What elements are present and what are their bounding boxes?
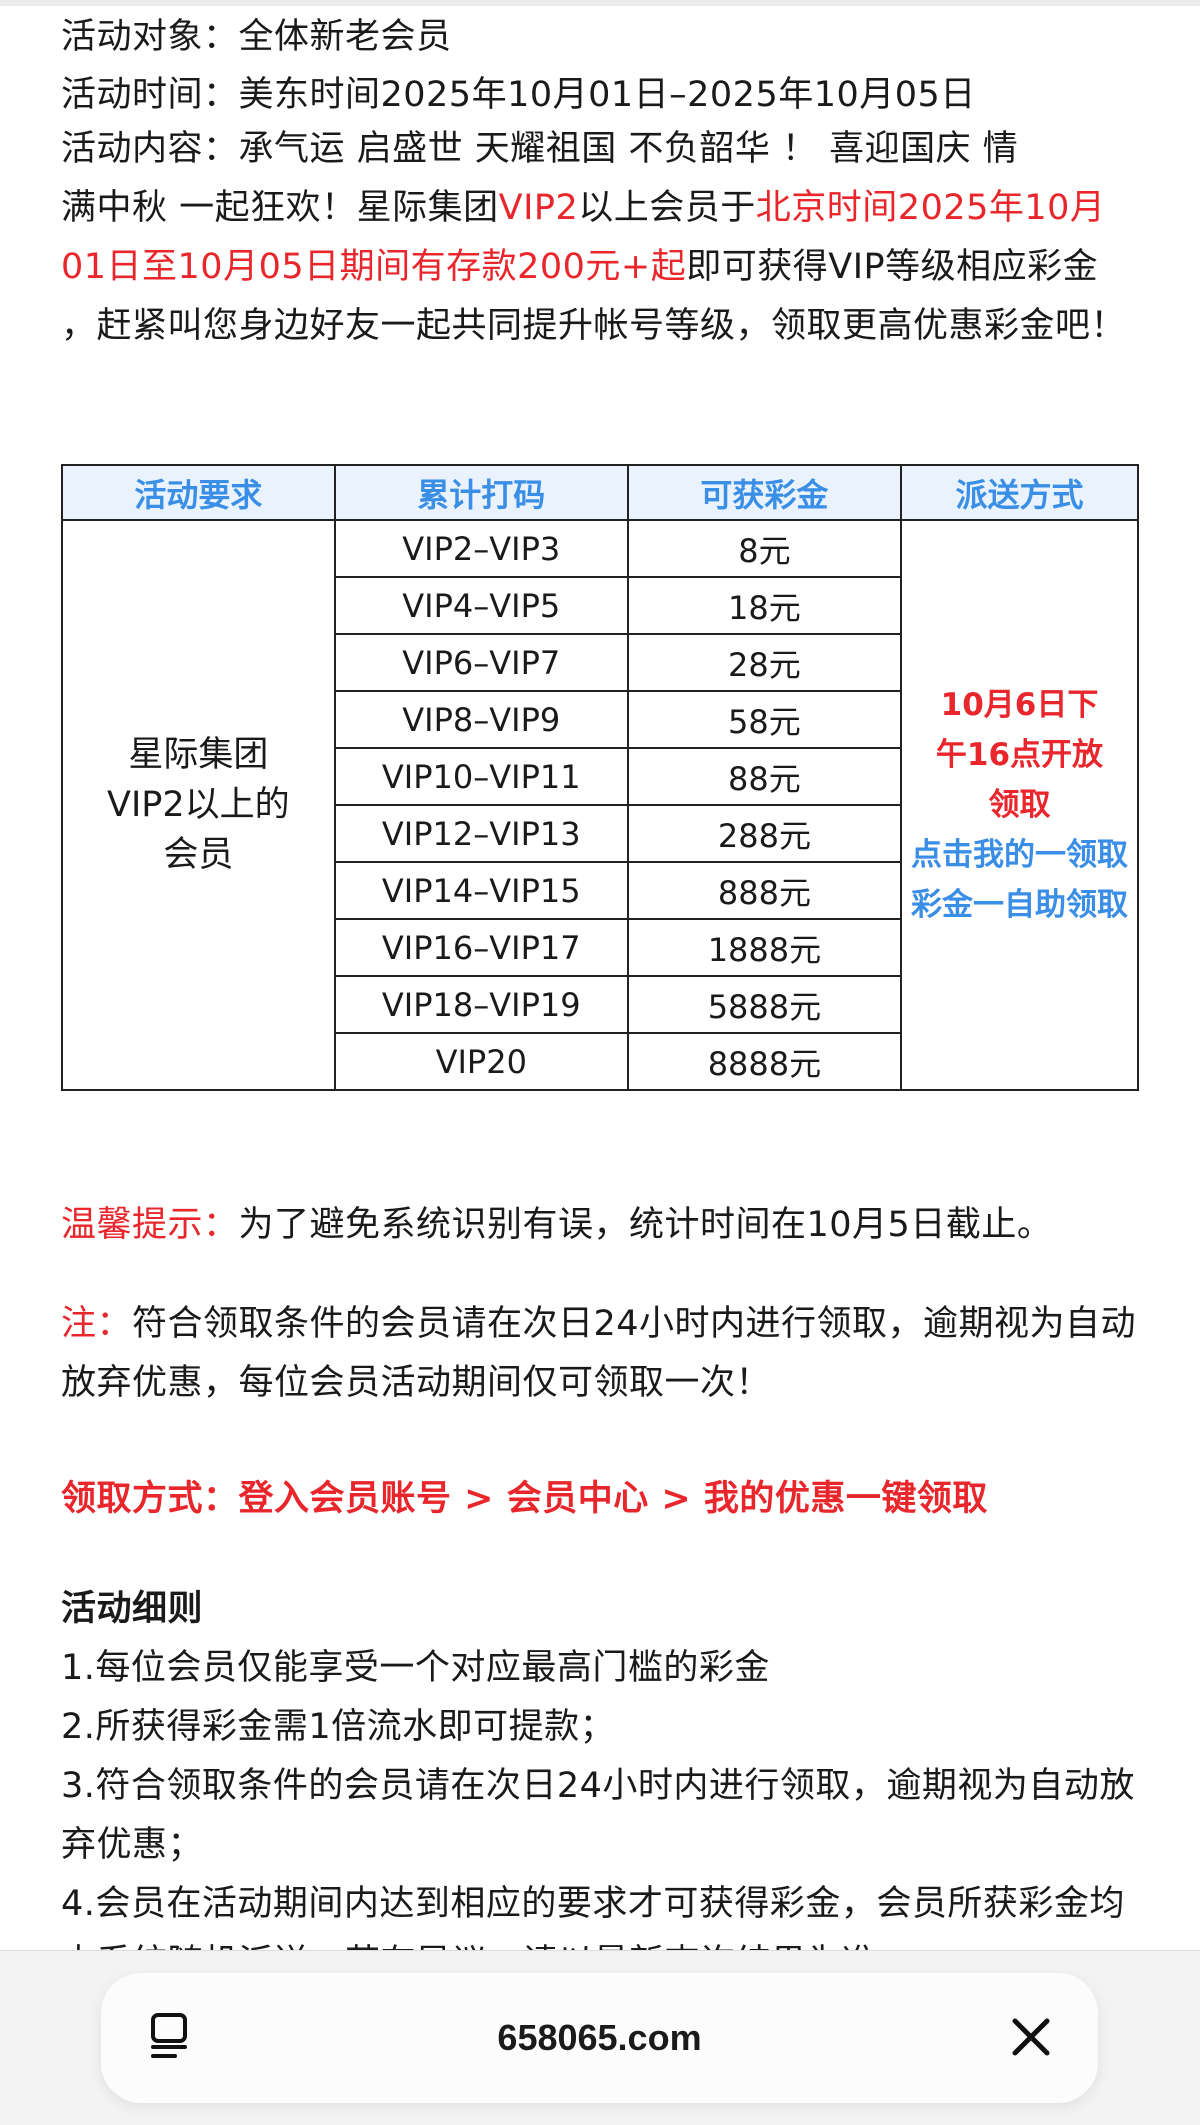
tip: 温馨提示：为了避免系统识别有误，统计时间在10月5日截止。 xyxy=(61,1196,1141,1255)
level-cell: VIP16–VIP17 xyxy=(333,918,629,977)
level-cell: VIP6–VIP7 xyxy=(333,633,629,692)
content-e: 即可获得VIP等级相应彩金 ，赶紧叫您身边好友一起共同提升帐号等级，领取更高优惠… xyxy=(61,247,1127,346)
level-cell: VIP10–VIP11 xyxy=(333,747,629,806)
table-row: VIP20 8888元 xyxy=(62,1032,1138,1091)
close-icon[interactable] xyxy=(1009,2015,1053,2059)
url-text[interactable]: 658065.com xyxy=(497,2017,702,2058)
claim-method: 领取方式：登入会员账号 > 会员中心 > 我的优惠一键领取 xyxy=(61,1479,988,1519)
table-row: VIP6–VIP7 28元 xyxy=(62,633,1138,692)
header-requirement: 活动要求 xyxy=(61,464,336,521)
table-row: VIP12–VIP13 288元 xyxy=(62,804,1138,863)
note-label: 注： xyxy=(61,1304,133,1344)
header-method: 派送方式 xyxy=(899,464,1140,521)
bonus-cell: 1888元 xyxy=(626,918,902,977)
requirement-text: 星际集团VIP2以上的会员 xyxy=(107,735,290,875)
tabs-icon[interactable] xyxy=(149,2011,189,2061)
rule-item: 1.每位会员仅能享受一个对应最高门槛的彩金 xyxy=(61,1648,770,1688)
content-period: 北京时间2025年10月01日至10月05日期间有存款200元+起 xyxy=(61,188,1106,287)
address-pill[interactable]: 658065.com xyxy=(101,1973,1098,2103)
note: 注：符合领取条件的会员请在次日24小时内进行领取，逾期视为自动放弃优惠，每位会员… xyxy=(61,1295,1141,1413)
level-cell: VIP18–VIP19 xyxy=(333,975,629,1034)
level-cell: VIP14–VIP15 xyxy=(333,861,629,920)
header-turnover: 累计打码 xyxy=(333,464,629,521)
tip-label: 温馨提示： xyxy=(61,1205,239,1245)
bonus-cell: 88元 xyxy=(626,747,902,806)
method-time: 10月6日下午16点开放领取 xyxy=(935,687,1104,823)
bonus-cell: 28元 xyxy=(626,633,902,692)
requirement-cell: 星际集团VIP2以上的会员 xyxy=(61,519,336,1091)
top-divider xyxy=(0,0,1200,6)
bonus-cell: 8888元 xyxy=(626,1032,902,1091)
content-a: 满中秋 一起狂欢！星际集团 xyxy=(61,188,499,228)
bonus-cell: 288元 xyxy=(626,804,902,863)
table-row: VIP8–VIP9 58元 xyxy=(62,690,1138,749)
browser-bottom-bar: 658065.com xyxy=(0,1950,1200,2125)
activity-content: 活动内容：承气运 启盛世 天耀祖国 不负韶华 ！ 喜迎国庆 情 满中秋 一起狂欢… xyxy=(61,120,1141,356)
table-header-row: 活动要求 累计打码 可获彩金 派送方式 xyxy=(61,464,1140,521)
method-cell: 10月6日下午16点开放领取点击我的一领取彩金一自助领取 xyxy=(899,519,1140,1091)
activity-time: 活动时间：美东时间2025年10月01日–2025年10月05日 xyxy=(61,75,976,115)
rule-item: 3.符合领取条件的会员请在次日24小时内进行领取，逾期视为自动放弃优惠； xyxy=(61,1766,1135,1865)
bonus-cell: 5888元 xyxy=(626,975,902,1034)
table-row: VIP10–VIP11 88元 xyxy=(62,747,1138,806)
rules-title: 活动细则 xyxy=(61,1589,204,1629)
content-line1: 活动内容：承气运 启盛世 天耀祖国 不负韶华 ！ 喜迎国庆 情 xyxy=(61,129,1019,169)
rule-item: 2.所获得彩金需1倍流水即可提款； xyxy=(61,1707,616,1747)
table-row: VIP14–VIP15 888元 xyxy=(62,861,1138,920)
method-steps: 点击我的一领取彩金一自助领取 xyxy=(910,837,1128,923)
bonus-cell: 888元 xyxy=(626,861,902,920)
level-cell: VIP8–VIP9 xyxy=(333,690,629,749)
level-cell: VIP12–VIP13 xyxy=(333,804,629,863)
level-cell: VIP2–VIP3 xyxy=(333,519,629,578)
bonus-cell: 8元 xyxy=(626,519,902,578)
note-text: 符合领取条件的会员请在次日24小时内进行领取，逾期视为自动放弃优惠，每位会员活动… xyxy=(61,1304,1137,1403)
bonus-cell: 18元 xyxy=(626,576,902,635)
table-row: VIP4–VIP5 18元 xyxy=(62,576,1138,635)
bonus-table: 活动要求 累计打码 可获彩金 派送方式 星际集团VIP2以上的会员 VIP2–VI… xyxy=(61,464,1140,1091)
level-cell: VIP20 xyxy=(333,1032,629,1091)
table-row: VIP16–VIP17 1888元 xyxy=(62,918,1138,977)
level-cell: VIP4–VIP5 xyxy=(333,576,629,635)
table-row: VIP18–VIP19 5888元 xyxy=(62,975,1138,1034)
rules-list: 1.每位会员仅能享受一个对应最高门槛的彩金 2.所获得彩金需1倍流水即可提款； … xyxy=(61,1639,1141,1993)
content-c: 以上会员于 xyxy=(578,188,756,228)
tip-text: 为了避免系统识别有误，统计时间在10月5日截止。 xyxy=(238,1205,1053,1245)
header-bonus: 可获彩金 xyxy=(626,464,902,521)
content-vip2: VIP2 xyxy=(498,188,579,228)
bonus-cell: 58元 xyxy=(626,690,902,749)
activity-target: 活动对象：全体新老会员 xyxy=(61,17,452,57)
table-row: 星际集团VIP2以上的会员 VIP2–VIP3 8元 10月6日下午16点开放领取 点击… xyxy=(61,519,1140,1091)
